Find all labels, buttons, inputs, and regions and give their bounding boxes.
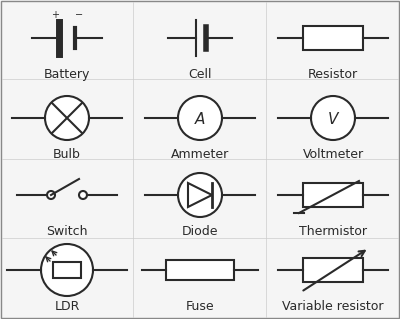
Circle shape bbox=[311, 96, 355, 140]
Text: Switch: Switch bbox=[46, 225, 88, 238]
Text: Resistor: Resistor bbox=[308, 68, 358, 81]
Text: Cell: Cell bbox=[188, 68, 212, 81]
Text: Ammeter: Ammeter bbox=[171, 148, 229, 161]
Circle shape bbox=[41, 244, 93, 296]
Bar bbox=[303, 183, 363, 207]
Text: +: + bbox=[51, 10, 59, 20]
Text: Diode: Diode bbox=[182, 225, 218, 238]
Text: Bulb: Bulb bbox=[53, 148, 81, 161]
Circle shape bbox=[45, 96, 89, 140]
Text: Battery: Battery bbox=[44, 68, 90, 81]
Bar bbox=[303, 26, 363, 50]
Polygon shape bbox=[188, 183, 212, 207]
Bar bbox=[303, 258, 363, 282]
Text: Voltmeter: Voltmeter bbox=[302, 148, 364, 161]
Text: V: V bbox=[328, 112, 338, 127]
Circle shape bbox=[178, 96, 222, 140]
Text: A: A bbox=[195, 112, 205, 127]
Circle shape bbox=[178, 173, 222, 217]
Text: −: − bbox=[75, 10, 83, 20]
Circle shape bbox=[79, 191, 87, 199]
Text: Fuse: Fuse bbox=[186, 300, 214, 313]
Text: LDR: LDR bbox=[54, 300, 80, 313]
Text: Thermistor: Thermistor bbox=[299, 225, 367, 238]
Bar bbox=[53, 262, 81, 278]
Text: Variable resistor: Variable resistor bbox=[282, 300, 384, 313]
Bar bbox=[166, 260, 234, 280]
Circle shape bbox=[47, 191, 55, 199]
